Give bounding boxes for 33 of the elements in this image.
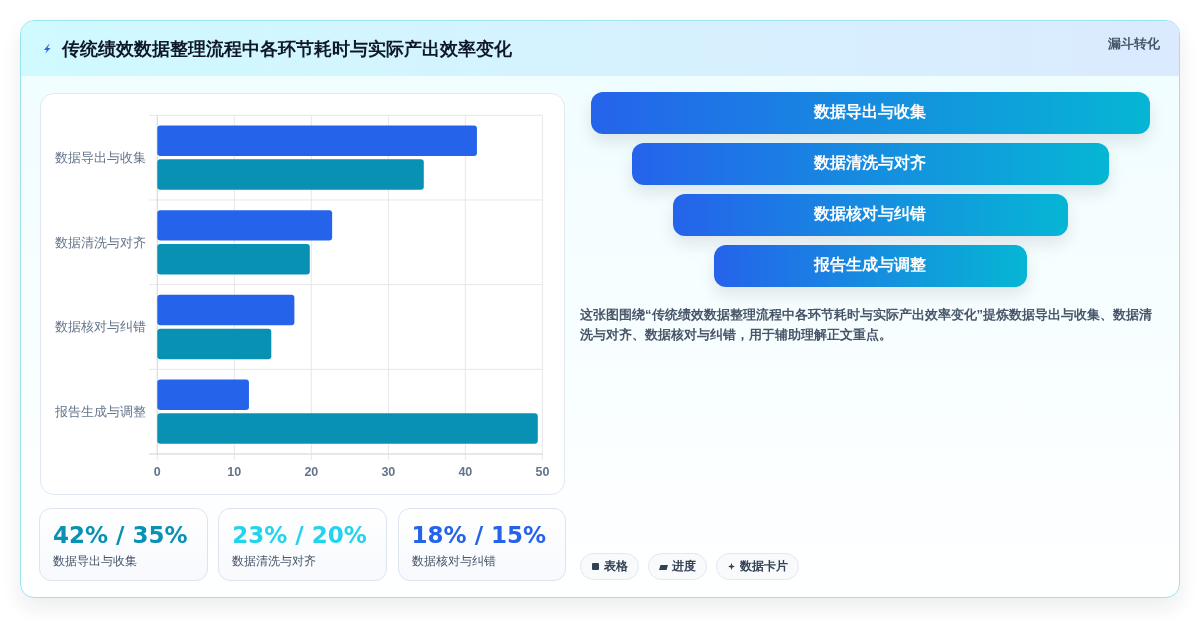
category-label: 数据清洗与对齐 [814,153,927,174]
bar [157,210,333,241]
y-tick-label: 报告生成与调整 [53,404,146,420]
text: 18% / 15% [411,521,547,548]
category-label: 表格 [604,558,628,575]
y-tick-label: 数据清洗与对齐 [54,234,146,250]
category-label: 数据导出与收集 [814,102,927,123]
category-label: 数据清洗与对齐 [232,552,317,569]
bar [157,413,538,444]
x-tick-label: 20 [304,465,319,479]
x-tick-label: 0 [153,465,161,479]
y-tick-label: 数据导出与收集 [54,150,146,166]
text: 42% / 35% [53,521,188,548]
text: 漏斗转化 [1108,35,1160,53]
bar [157,159,424,190]
x-tick-label: 30 [381,465,396,479]
bar [157,328,272,360]
x-tick-label: 50 [535,465,550,479]
bar [157,125,477,156]
bar [157,244,310,275]
chart-title: 传统绩效数据整理流程中各环节耗时与实际产出效率变化 [62,38,512,61]
bar [157,294,295,326]
category-label: 报告生成与调整 [814,255,927,276]
text: 23% / 20% [232,521,367,548]
category-label: 数据核对与纠错 [814,204,927,225]
category-label: 数据卡片 [740,558,788,575]
x-tick-label: 40 [458,465,473,479]
bar [157,379,249,410]
y-tick-label: 数据核对与纠错 [54,319,146,335]
text: 这张图围绕“传统绩效数据整理流程中各环节耗时与实际产出效率变化”提炼数据导出与收集、数据清洗与对齐、数据核对与纠错，用于辅助理解正文重点。 [580,306,1153,344]
x-tick-label: 10 [227,465,242,479]
category-label: 进度 [672,558,696,575]
category-label: 数据核对与纠错 [411,552,496,569]
